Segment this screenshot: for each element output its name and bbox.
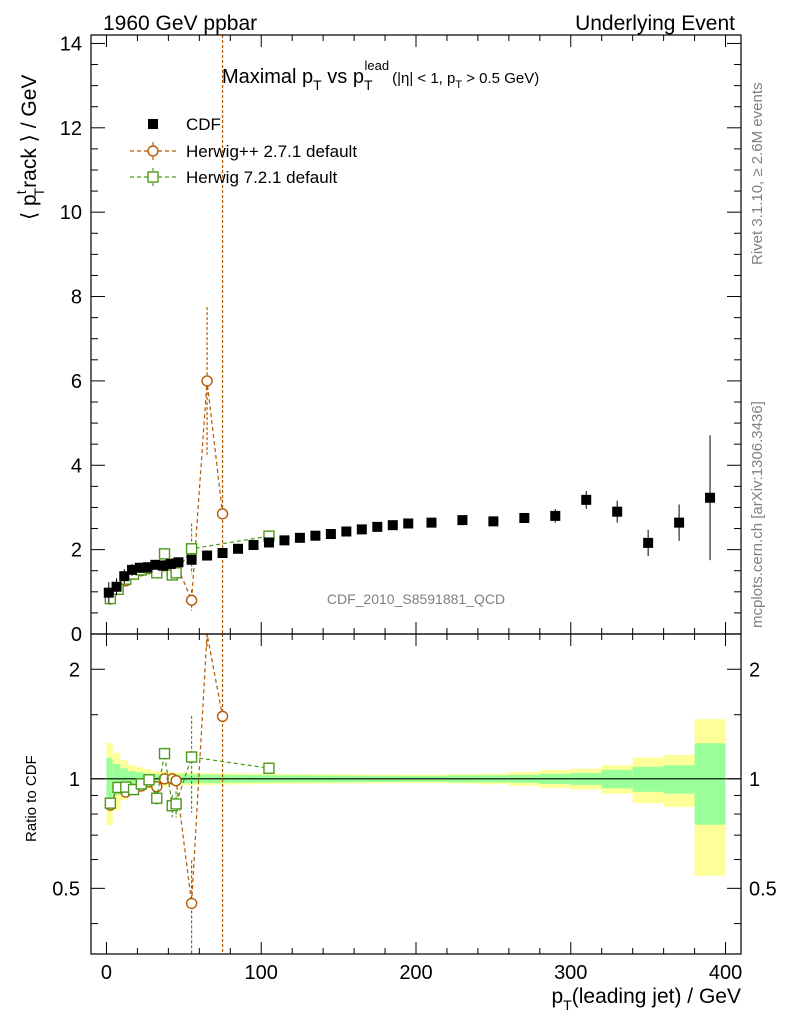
- herwig7-marker: [170, 567, 182, 579]
- cdf-marker: [403, 518, 414, 529]
- x-tick-label: 300: [554, 962, 587, 984]
- herwig7-marker: [158, 747, 171, 760]
- cdf-marker: [103, 587, 114, 598]
- cdf-marker: [325, 529, 336, 540]
- herwig7-marker: [151, 792, 163, 804]
- ratio-tick-label: 0.5: [52, 878, 80, 900]
- x-axis-label: pT(leading jet) / GeV: [551, 985, 741, 1013]
- rivet-label: Rivet 3.1.10, ≥ 2.6M events: [749, 83, 766, 266]
- herwig7-marker: [147, 171, 159, 183]
- herwigpp-marker: [170, 774, 182, 787]
- y-tick-label: 4: [71, 455, 82, 477]
- herwig7-marker: [263, 762, 275, 774]
- cdf-series: [103, 435, 716, 604]
- cdf-marker: [310, 530, 321, 541]
- cdf-marker: [356, 524, 367, 535]
- ratio-tick-label: 1: [69, 769, 80, 791]
- cdf-marker: [581, 494, 592, 505]
- series-layer: [103, 35, 716, 954]
- x-tick-label: 400: [709, 962, 742, 984]
- y-tick-label: 14: [60, 33, 82, 55]
- cdf-marker: [341, 526, 352, 537]
- herwig7-marker: [185, 751, 198, 763]
- herwig7-marker: [185, 543, 198, 555]
- x-tick-label: 100: [245, 962, 278, 984]
- cdf-marker: [643, 537, 654, 548]
- mcplots-label: mcplots.cern.ch [arXiv:1306.3436]: [749, 401, 766, 628]
- cdf-marker: [165, 558, 176, 569]
- analysis-watermark: CDF_2010_S8591881_QCD: [327, 591, 505, 607]
- y-tick-label: 8: [71, 287, 82, 309]
- y-tick-label: 0: [71, 624, 82, 646]
- cdf-marker: [488, 516, 499, 527]
- legend-label: Herwig 7.2.1 default: [186, 168, 337, 187]
- stat-uncertainty-band: [106, 758, 113, 803]
- herwigpp-marker: [216, 710, 229, 723]
- cdf-marker: [387, 520, 398, 531]
- cdf-marker: [372, 521, 383, 532]
- cdf-marker: [457, 515, 468, 526]
- herwig7-marker: [170, 798, 182, 810]
- ratio-tick-label-right: 2: [749, 659, 760, 681]
- plot-title: Maximal pT vs pTlead(|η| < 1, pT > 0.5 G…: [222, 58, 539, 93]
- cdf-marker: [294, 532, 305, 543]
- herwigpp-marker: [185, 594, 198, 606]
- cdf-marker: [519, 512, 530, 523]
- y-tick-label: 6: [71, 371, 82, 393]
- cdf-marker: [142, 562, 153, 573]
- cdf-marker: [217, 548, 228, 559]
- herwigpp-marker: [216, 508, 229, 520]
- stat-uncertainty-band: [694, 743, 726, 825]
- legend: CDF Herwig++ 2.7.1 default Herwig 7.2.1 de…: [130, 115, 357, 187]
- y-tick-label: 10: [60, 202, 82, 224]
- ratio-tick-label: 2: [69, 659, 80, 681]
- legend-label: CDF: [186, 115, 221, 134]
- herwigpp-marker: [185, 897, 198, 910]
- herwigpp-marker: [147, 145, 159, 157]
- herwig7-marker: [143, 774, 155, 786]
- header-right: Underlying Event: [575, 12, 735, 35]
- cdf-marker: [119, 571, 130, 582]
- cdf-marker: [173, 557, 184, 568]
- stat-uncertainty-band: [112, 763, 121, 796]
- stat-uncertainty-band: [663, 765, 695, 794]
- y-axis-label-ratio: Ratio to CDF: [23, 755, 40, 842]
- cdf-marker: [157, 560, 168, 571]
- cdf-marker: [248, 539, 259, 550]
- cdf-marker: [612, 506, 623, 517]
- header-left: 1960 GeV ppbar: [103, 12, 257, 35]
- ratio-tick-label-right: 0.5: [749, 878, 777, 900]
- herwig7-marker: [158, 548, 171, 560]
- cdf-marker: [233, 543, 244, 554]
- herwigpp-marker: [201, 375, 213, 387]
- legend-label: Herwig++ 2.7.1 default: [186, 142, 357, 161]
- cdf-marker: [674, 517, 685, 528]
- cdf-marker: [150, 559, 161, 570]
- cdf-marker: [186, 554, 197, 565]
- cdf-marker: [705, 492, 716, 503]
- cdf-marker: [111, 581, 122, 592]
- ratio-uncertainty-bands: [91, 719, 741, 876]
- herwig7-marker: [104, 797, 117, 809]
- cdf-marker: [148, 119, 158, 129]
- cdf-marker: [134, 562, 145, 573]
- cdf-marker: [202, 550, 213, 561]
- y-tick-label: 12: [60, 118, 82, 140]
- y-tick-label: 2: [71, 540, 82, 562]
- cdf-marker: [127, 564, 138, 575]
- cdf-marker: [263, 537, 274, 548]
- cdf-marker: [279, 535, 290, 546]
- x-tick-label: 0: [101, 962, 112, 984]
- y-axis-label-top: ⟨ pt Track ⟩ / GeV: [13, 75, 47, 220]
- ratio-tick-label-right: 1: [749, 769, 760, 791]
- x-tick-label: 200: [399, 962, 432, 984]
- cdf-marker: [550, 510, 561, 521]
- cdf-marker: [426, 517, 437, 528]
